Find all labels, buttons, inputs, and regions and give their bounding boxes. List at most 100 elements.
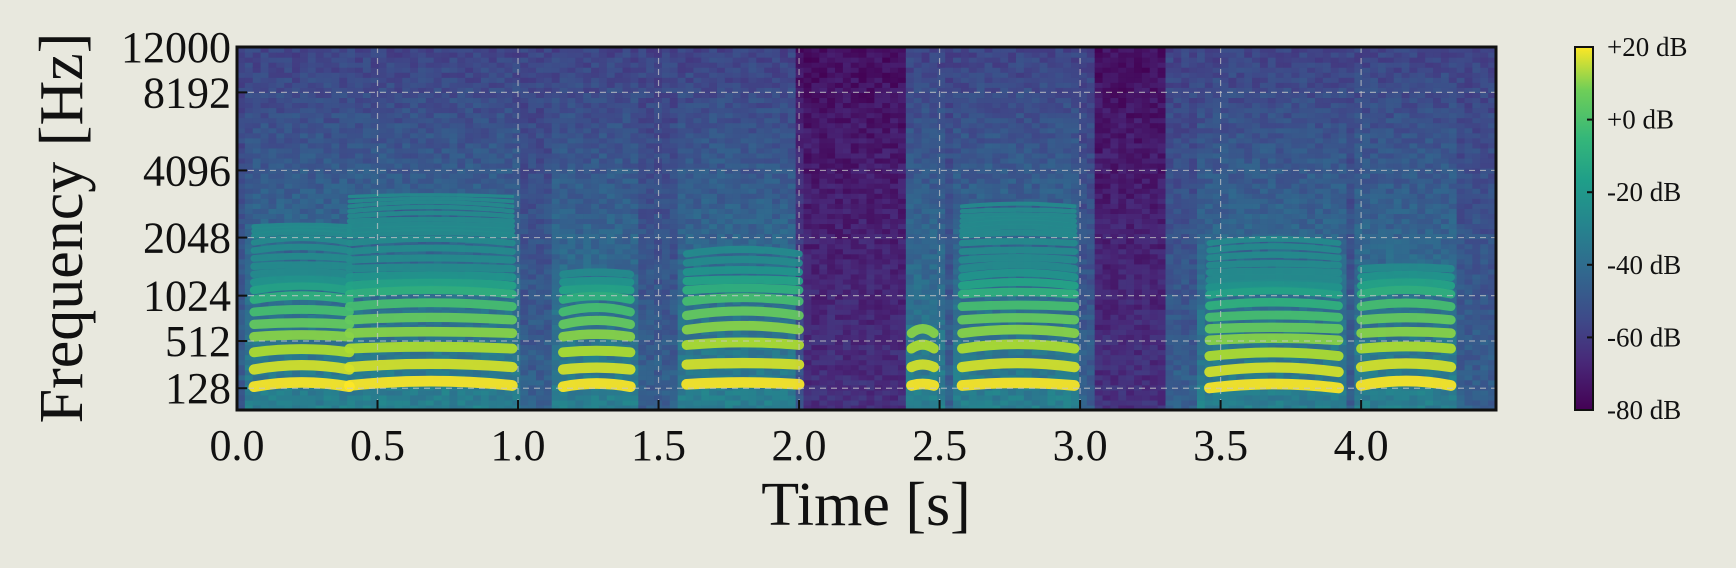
spectrogram-cell: [417, 173, 427, 179]
spectrogram-cell: [370, 157, 380, 164]
spectrogram-cell: [669, 304, 679, 310]
spectrogram-cell: [347, 112, 356, 119]
spectrogram-cell: [386, 157, 395, 164]
spectrogram-cell: [646, 178, 655, 184]
spectrogram-cell: [606, 82, 616, 88]
spectrogram-cell: [536, 344, 545, 351]
spectrogram-cell: [543, 102, 553, 109]
spectrogram-cell: [237, 208, 246, 214]
spectrogram-cell: [402, 389, 411, 396]
spectrogram-cell: [677, 77, 687, 83]
spectrogram-cell: [307, 132, 317, 139]
spectrogram-cell: [252, 142, 262, 149]
spectrogram-cell: [449, 399, 458, 406]
spectrogram-cell: [606, 102, 616, 109]
spectrogram-cell: [252, 208, 262, 214]
spectrogram-cell: [378, 82, 388, 88]
spectrogram-cell: [417, 77, 427, 83]
spectrogram-cell: [669, 369, 679, 376]
spectrogram-cell: [402, 404, 411, 410]
spectrogram-cell: [252, 147, 262, 154]
spectrogram-cell: [307, 102, 317, 109]
spectrogram-cell: [315, 132, 325, 139]
spectrogram-cell: [575, 47, 584, 53]
spectrogram-cell: [268, 82, 277, 88]
spectrogram-cell: [331, 354, 340, 361]
spectrogram-cell: [701, 82, 710, 88]
spectrogram-cell: [669, 47, 679, 53]
spectrogram-cell: [362, 57, 372, 63]
spectrogram-cell: [630, 223, 639, 230]
spectrogram-cell: [638, 384, 647, 391]
spectrogram-cell: [473, 354, 482, 361]
spectrogram-cell: [457, 92, 466, 99]
spectrogram-cell: [528, 339, 537, 346]
spectrogram-cell: [638, 404, 647, 410]
spectrogram-cell: [685, 389, 694, 396]
spectrogram-cell: [638, 47, 647, 53]
spectrogram-cell: [748, 77, 757, 83]
spectrogram-cell: [559, 304, 569, 310]
spectrogram-cell: [551, 173, 561, 179]
spectrogram-cell: [614, 389, 624, 396]
spectrogram-cell: [457, 152, 466, 159]
spectrogram-cell: [764, 82, 773, 88]
spectrogram-cell: [449, 67, 458, 73]
spectrogram-cell: [504, 188, 514, 194]
spectrogram-cell: [748, 389, 757, 396]
spectrogram-cell: [504, 82, 514, 88]
spectrogram-cell: [323, 289, 333, 295]
spectrogram-cell: [237, 364, 246, 371]
spectrogram-cell: [465, 399, 474, 406]
spectrogram-cell: [528, 77, 537, 83]
spectrogram-cell: [559, 57, 569, 63]
spectrogram-cell: [480, 369, 490, 376]
spectrogram-cell: [606, 57, 616, 63]
spectrogram-cell: [268, 188, 277, 194]
spectrogram-cell: [449, 97, 458, 104]
spectrogram-cell: [598, 178, 608, 184]
spectrogram-cell: [630, 107, 639, 114]
spectrogram-cell: [347, 137, 356, 144]
spectrogram-cell: [323, 92, 333, 99]
spectrogram-cell: [355, 77, 364, 83]
spectrogram-cell: [347, 173, 356, 179]
spectrogram-cell: [362, 147, 372, 154]
spectrogram-cell: [779, 349, 789, 356]
spectrogram-cell: [661, 374, 671, 381]
spectrogram-cell: [575, 399, 584, 406]
spectrogram-cell: [299, 142, 309, 149]
spectrogram-cell: [237, 213, 246, 220]
spectrogram-cell: [237, 223, 246, 230]
spectrogram-cell: [378, 294, 388, 300]
spectrogram-cell: [567, 72, 576, 78]
spectrogram-cell: [669, 278, 679, 285]
spectrogram-cell: [488, 188, 498, 194]
spectrogram-cell: [606, 263, 616, 270]
spectrogram-cell: [701, 72, 710, 78]
spectrogram-cell: [654, 152, 663, 159]
spectrogram-cell: [740, 223, 750, 230]
spectrogram-cell: [772, 132, 781, 139]
spectrogram-cell: [716, 122, 726, 129]
spectrogram-cell: [237, 178, 246, 184]
spectrogram-cell: [496, 72, 506, 78]
spectrogram-cell: [528, 57, 537, 63]
spectrogram-cell: [685, 57, 694, 63]
spectrogram-cell: [654, 193, 663, 199]
spectrogram-cell: [669, 268, 679, 275]
spectrogram-cell: [323, 183, 333, 189]
spectrogram-cell: [551, 152, 561, 159]
spectrogram-cell: [528, 97, 537, 104]
spectrogram-cell: [748, 188, 757, 194]
spectrogram-cell: [756, 198, 765, 204]
spectrogram-cell: [748, 162, 757, 169]
spectrogram-cell: [473, 173, 482, 179]
spectrogram-cell: [417, 82, 427, 88]
spectrogram-cell: [551, 228, 561, 235]
spectrogram-cell: [528, 72, 537, 78]
spectrogram-cell: [355, 188, 364, 194]
spectrogram-cell: [520, 107, 529, 114]
spectrogram-cell: [614, 223, 624, 230]
spectrogram-cell: [292, 238, 301, 245]
